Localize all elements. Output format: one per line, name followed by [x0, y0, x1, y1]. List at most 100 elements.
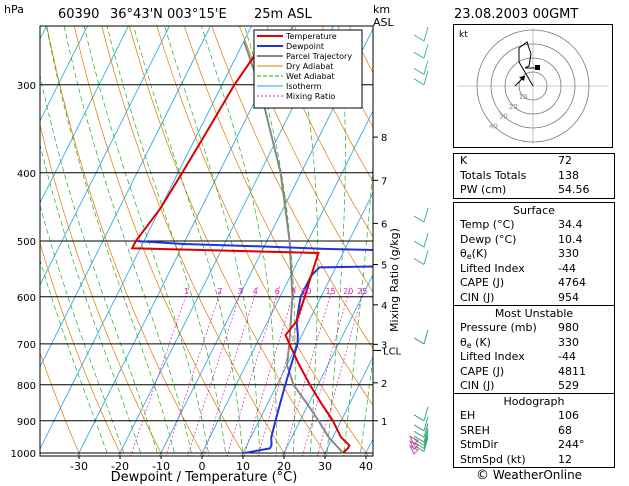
- wind-barb-surface: [408, 444, 419, 455]
- isotherm-line: [200, 110, 373, 456]
- mu-cape-value: 4811: [558, 364, 586, 378]
- x-tick-label: 20: [277, 460, 291, 473]
- lcl-label: LCL: [383, 346, 402, 357]
- wet-adiabat-line: [83, 26, 210, 456]
- wind-barbs: [408, 26, 429, 455]
- pw-label: PW (cm): [460, 183, 507, 197]
- surface-cin-label: CIN (J): [460, 290, 495, 304]
- mixing-ratio-label: 8: [291, 287, 296, 296]
- footer-brand: © WeatherOnline: [476, 468, 582, 483]
- wet-adiabat-line: [164, 26, 261, 456]
- hodograph-trace: [518, 41, 539, 87]
- indices-box-most-unstable: Most Unstable Pressure (mb) 980 θe (K) 330…: [453, 305, 615, 395]
- mixing-ratio-line: [317, 286, 365, 456]
- wet-adiabat-line: [326, 26, 346, 456]
- eh-label: EH: [460, 409, 476, 422]
- km-tick-label: 2: [381, 379, 387, 390]
- dry-adiabat-line: [211, 26, 373, 349]
- mixing-ratio-line: [203, 286, 259, 456]
- eh-value: 106: [558, 409, 579, 422]
- x-tick-label: -20: [111, 460, 129, 473]
- profile-parcel-trajectory: [243, 40, 344, 454]
- dry-adiabat-line: [617, 17, 629, 468]
- isotherm-line: [323, 356, 373, 456]
- station-elevation: 25m ASL: [254, 7, 312, 22]
- km-tick-label: 7: [381, 176, 387, 187]
- surface-temp-label: Temp (°C): [460, 218, 515, 231]
- wind-barb: [413, 26, 429, 42]
- pw-value: 54.56: [558, 183, 590, 197]
- wind-barb: [413, 427, 429, 443]
- surface-dewp-label: Dewp (°C): [460, 232, 517, 246]
- legend-entry: Isotherm: [286, 82, 322, 91]
- x-tick-label: 40: [359, 460, 373, 473]
- indices-box-hodograph: Hodograph EH 106 SREH 68 StmDir 244° StmSpd…: [453, 393, 615, 469]
- wet-adiabat-line: [343, 161, 373, 456]
- sounding-datetime: 23.08.2003 00GMT: [454, 7, 578, 22]
- wind-barb: [413, 207, 429, 223]
- mu-cin-label: CIN (J): [460, 379, 495, 393]
- km-tick-label: 3: [381, 340, 387, 351]
- k-index-value: 72: [558, 154, 572, 167]
- hodograph-params-title: Hodograph: [503, 395, 565, 408]
- station-location: 36°43'N 003°15'E: [110, 7, 227, 22]
- km-tick-label: 8: [381, 133, 387, 144]
- mixing-ratio-label: 2: [217, 287, 222, 296]
- dry-adiabat-line: [40, 241, 122, 456]
- mu-pressure-label: Pressure (mb): [460, 321, 537, 334]
- mixing-ratio-label: 1: [184, 287, 189, 296]
- dry-adiabat-line: [40, 351, 81, 456]
- storm-motion-marker: [535, 65, 540, 70]
- x-axis-label: Dewpoint / Temperature (°C): [111, 470, 298, 485]
- wet-adiabat-line: [244, 26, 296, 456]
- hodograph-ring-label: 30: [499, 113, 508, 121]
- mixing-ratio-line: [302, 286, 351, 456]
- wet-adiabat-line: [106, 26, 227, 456]
- station-id: 60390: [58, 7, 99, 22]
- mixing-ratio-label: 6: [275, 287, 280, 296]
- isotherm-line: [40, 26, 170, 286]
- wet-adiabat-line: [359, 355, 373, 456]
- surface-theta-label: θe(K): [460, 247, 488, 262]
- wet-adiabat-line: [291, 26, 319, 456]
- mixing-ratio-line: [283, 286, 334, 456]
- wind-barb: [413, 329, 429, 345]
- copyright-symbol: ©: [476, 468, 489, 483]
- legend-entry: Dewpoint: [286, 42, 324, 51]
- surface-temp-value: 34.4: [558, 218, 583, 231]
- wet-adiabat-line: [45, 26, 176, 456]
- mu-cape-label: CAPE (J): [460, 364, 505, 378]
- isotherm-line: [241, 192, 373, 456]
- surface-cape-value: 4764: [558, 276, 586, 290]
- wind-barb: [413, 437, 429, 452]
- wind-barb: [413, 44, 429, 59]
- wind-barb: [413, 416, 429, 432]
- wind-barb-surface: [408, 435, 419, 446]
- mixing-ratio-label: 15: [325, 287, 335, 296]
- legend-box: [253, 29, 363, 109]
- stmspd-label: StmSpd (kt): [460, 452, 526, 466]
- legend-entry: Wet Adiabat: [286, 72, 335, 81]
- hodograph-ring-label: 10: [519, 93, 528, 101]
- mixing-ratio-label: 20: [343, 287, 353, 296]
- mu-li-label: Lifted Index: [460, 350, 525, 364]
- mu-pressure-value: 980: [558, 321, 579, 334]
- mu-theta-value: 330: [558, 335, 579, 349]
- mixing-ratio-label: 3: [238, 287, 243, 296]
- surface-li-value: -44: [558, 261, 576, 275]
- plot-frame: [39, 25, 374, 457]
- stmspd-value: 12: [558, 452, 572, 466]
- pressure-tick-label: 700: [17, 340, 36, 351]
- dry-adiabat-line: [294, 26, 373, 183]
- hodograph-kt-label: kt: [459, 30, 468, 40]
- surface-li-label: Lifted Index: [460, 261, 525, 275]
- x-tick-label: 10: [236, 460, 250, 473]
- wet-adiabat-line: [40, 204, 126, 456]
- hpa-label: hPa: [4, 3, 24, 16]
- pressure-tick-label: 400: [17, 169, 36, 180]
- dry-adiabat-line: [73, 26, 246, 456]
- surface-cape-label: CAPE (J): [460, 276, 505, 290]
- km-tick-label: 1: [381, 417, 387, 428]
